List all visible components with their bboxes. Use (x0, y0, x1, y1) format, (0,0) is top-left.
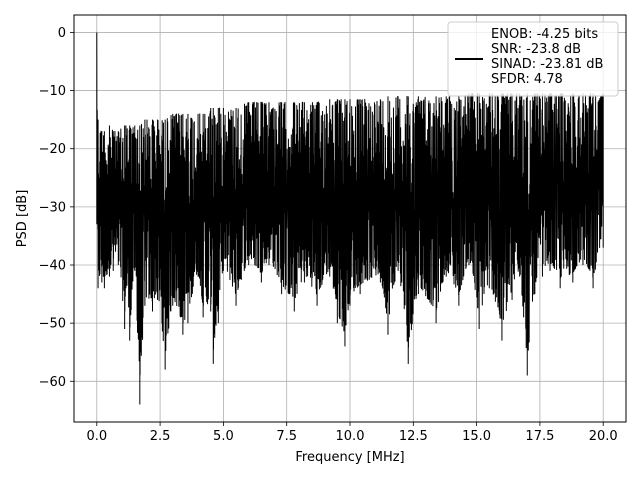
x-tick-label: 0.0 (86, 429, 107, 444)
psd-line (96, 32, 604, 405)
y-axis-ticks: 0 −10 −20 −30 −40 −50 −60 (39, 26, 74, 390)
legend-label-line: SINAD: -23.81 dB (491, 57, 603, 72)
y-tick-label: −60 (39, 375, 66, 390)
y-tick-label: −30 (39, 200, 66, 215)
legend-box (447, 21, 619, 97)
x-tick-label: 12.5 (399, 429, 428, 444)
x-tick-label: 17.5 (525, 429, 554, 444)
y-tick-label: −20 (39, 142, 66, 157)
series-psd (96, 32, 604, 405)
legend-label-line: SNR: -23.8 dB (491, 42, 581, 57)
y-axis-label: PSD [dB] (15, 190, 30, 248)
x-axis-ticks: 0.0 2.5 5.0 7.5 10.0 12.5 15.0 17.5 20.0 (86, 422, 618, 444)
y-tick-label: 0 (58, 26, 66, 41)
x-tick-label: 5.0 (213, 429, 234, 444)
x-tick-label: 15.0 (462, 429, 491, 444)
x-tick-label: 10.0 (336, 429, 365, 444)
legend-label-line: SFDR: 4.78 (491, 72, 563, 87)
x-tick-label: 7.5 (276, 429, 297, 444)
y-tick-label: −40 (39, 259, 66, 274)
x-axis-label: Frequency [MHz] (295, 450, 404, 465)
y-tick-label: −10 (39, 84, 66, 99)
x-tick-label: 2.5 (150, 429, 171, 444)
x-tick-label: 20.0 (589, 429, 618, 444)
y-tick-label: −50 (39, 317, 66, 332)
legend-label-line: ENOB: -4.25 bits (491, 27, 598, 42)
